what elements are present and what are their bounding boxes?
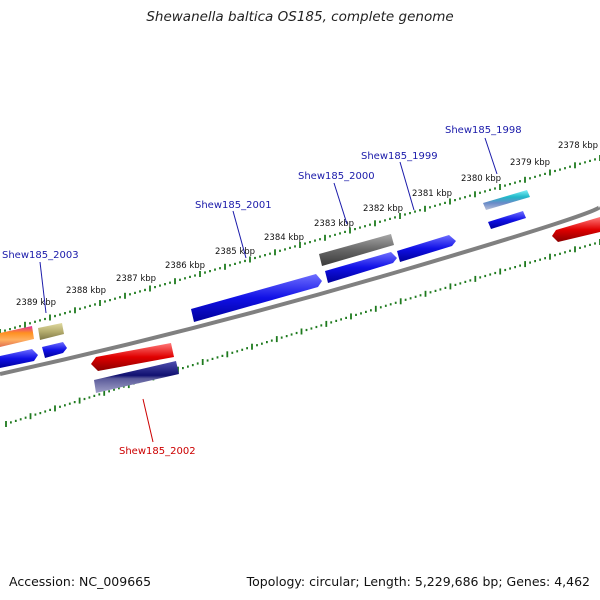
- kbp-label: 2387 kbp: [116, 274, 156, 284]
- forward-ruler-ticks: [0, 155, 600, 335]
- gene-label-shew185-2003[interactable]: Shew185_2003: [2, 250, 79, 261]
- kbp-label: 2386 kbp: [165, 261, 205, 271]
- feature-shew185-1998[interactable]: [483, 190, 530, 210]
- gene-label-shew185-1998[interactable]: Shew185_1998: [445, 125, 522, 136]
- feature-shew185-2003[interactable]: [38, 323, 64, 340]
- map-title: Shewanella baltica OS185, complete genom…: [146, 9, 454, 25]
- gene-label-shew185-2000[interactable]: Shew185_2000: [298, 171, 375, 182]
- gene-label-shew185-1999[interactable]: Shew185_1999: [361, 151, 438, 162]
- gene-label-shew185-2002[interactable]: Shew185_2002: [119, 446, 196, 457]
- kbp-label: 2385 kbp: [215, 247, 255, 257]
- label-leader-lines: [39, 137, 498, 443]
- genome-backbone: [0, 204, 600, 376]
- feature-block[interactable]: [488, 211, 526, 229]
- kbp-label: 2383 kbp: [314, 219, 354, 229]
- ruler-labels: 2378 kbp 2379 kbp 2380 kbp 2381 kbp 2382…: [16, 141, 598, 308]
- gene-label-shew185-2001[interactable]: Shew185_2001: [195, 200, 272, 211]
- feature-shew185-1999[interactable]: [397, 235, 456, 262]
- feature-shew185-2001[interactable]: [191, 274, 322, 322]
- forward-strand-features: [0, 190, 600, 368]
- kbp-label: 2380 kbp: [461, 174, 501, 184]
- feature-block[interactable]: [552, 217, 600, 242]
- kbp-label: 2388 kbp: [66, 286, 106, 296]
- reverse-strand-features: [91, 343, 179, 393]
- feature-block[interactable]: [0, 349, 38, 368]
- reverse-ruler-ticks: [5, 239, 600, 427]
- kbp-label: 2382 kbp: [363, 204, 403, 214]
- feature-block[interactable]: [325, 252, 397, 283]
- accession-text: Accession: NC_009665: [9, 574, 152, 589]
- feature-block[interactable]: [94, 361, 179, 393]
- topology-summary-text: Topology: circular; Length: 5,229,686 bp…: [246, 574, 590, 589]
- kbp-label: 2379 kbp: [510, 158, 550, 168]
- kbp-label: 2381 kbp: [412, 189, 452, 199]
- kbp-label: 2389 kbp: [16, 298, 56, 308]
- feature-shew185-2000[interactable]: [319, 234, 394, 266]
- feature-shew185-2002[interactable]: [91, 343, 174, 371]
- feature-block[interactable]: [0, 326, 34, 347]
- kbp-label: 2378 kbp: [558, 141, 598, 151]
- kbp-label: 2384 kbp: [264, 233, 304, 243]
- feature-block[interactable]: [42, 342, 67, 358]
- gene-labels: Shew185_1998 Shew185_1999 Shew185_2000 S…: [2, 125, 522, 457]
